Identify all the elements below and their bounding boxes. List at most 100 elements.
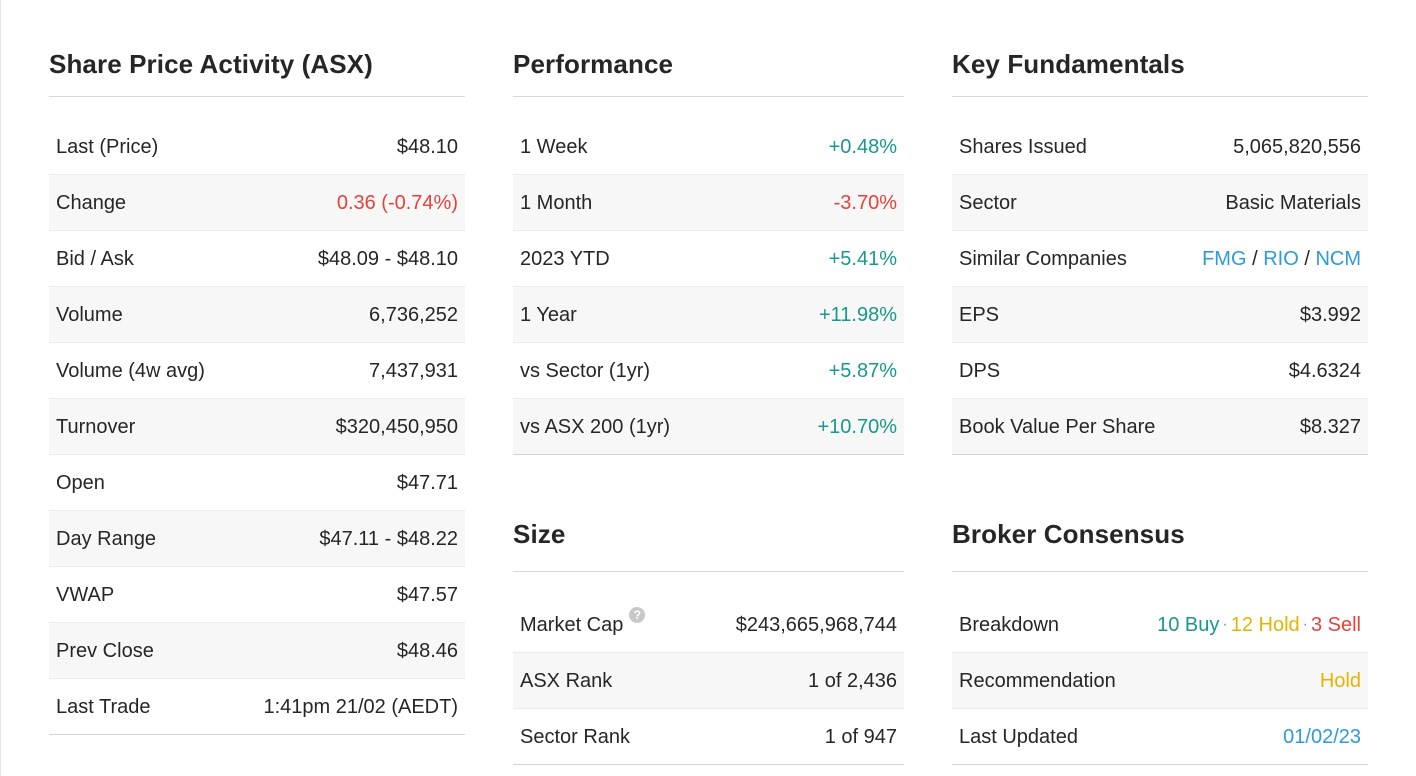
row-volume: Volume 6,736,252 — [49, 287, 465, 343]
row-label: VWAP — [56, 584, 115, 606]
link-separator: / — [1252, 248, 1258, 270]
row-label: 1 Year — [520, 304, 577, 326]
hold-count: 12 Hold — [1230, 614, 1300, 636]
breakdown-values: 10 Buy · 12 Hold · 3 Sell — [1157, 614, 1361, 637]
row-value: -3.70% — [833, 192, 897, 214]
link-rio[interactable]: RIO — [1263, 248, 1299, 270]
row-volume-4w-avg: Volume (4w avg) 7,437,931 — [49, 343, 465, 399]
row-value: $320,450,950 — [335, 416, 458, 438]
row-value: $3.992 — [1299, 304, 1361, 326]
link-fmg[interactable]: FMG — [1202, 248, 1247, 270]
row-1-week: 1 Week +0.48% — [513, 119, 904, 175]
key-fundamentals-heading: Key Fundamentals — [952, 0, 1368, 97]
row-value: +0.48% — [828, 136, 897, 158]
row-label: Last Trade — [56, 696, 151, 718]
row-value: 5,065,820,556 — [1233, 136, 1361, 158]
row-label: Similar Companies — [959, 248, 1127, 270]
fundamentals-table: Shares Issued 5,065,820,556 Sector Basic… — [952, 119, 1368, 455]
size-table: Market Cap? $243,665,968,744 ASX Rank 1 … — [513, 597, 904, 765]
row-vs-sector: vs Sector (1yr) +5.87% — [513, 343, 904, 399]
row-vwap: VWAP $47.57 — [49, 567, 465, 623]
row-day-range: Day Range $47.11 - $48.22 — [49, 511, 465, 567]
share-price-table: Last (Price) $48.10 Change 0.36 (-0.74%)… — [49, 119, 465, 735]
row-value: +5.41% — [828, 248, 897, 270]
row-value: $243,665,968,744 — [735, 614, 897, 636]
row-ytd: 2023 YTD +5.41% — [513, 231, 904, 287]
row-label: Bid / Ask — [56, 248, 134, 270]
row-label: DPS — [959, 360, 1001, 382]
help-icon[interactable]: ? — [629, 607, 646, 623]
row-value: $47.11 - $48.22 — [319, 528, 458, 550]
row-label: vs ASX 200 (1yr) — [520, 416, 671, 438]
row-label: 1 Week — [520, 136, 588, 158]
row-value: 1 of 947 — [824, 726, 897, 748]
dot-separator: · — [1302, 616, 1308, 633]
row-value: 6,736,252 — [369, 304, 458, 326]
row-eps: EPS $3.992 — [952, 287, 1368, 343]
row-value: $47.57 — [396, 584, 458, 606]
row-value: $8.327 — [1299, 416, 1361, 438]
row-similar-companies: Similar Companies FMG / RIO / NCM — [952, 231, 1368, 287]
buy-count: 10 Buy — [1157, 614, 1220, 636]
row-change: Change 0.36 (-0.74%) — [49, 175, 465, 231]
row-label: vs Sector (1yr) — [520, 360, 651, 382]
row-label: Shares Issued — [959, 136, 1087, 158]
row-label: Sector Rank — [520, 726, 631, 748]
row-vs-asx200: vs ASX 200 (1yr) +10.70% — [513, 399, 904, 455]
row-sector-rank: Sector Rank 1 of 947 — [513, 709, 904, 765]
row-sector: Sector Basic Materials — [952, 175, 1368, 231]
row-label: Prev Close — [56, 640, 154, 662]
row-prev-close: Prev Close $48.46 — [49, 623, 465, 679]
row-dps: DPS $4.6324 — [952, 343, 1368, 399]
row-asx-rank: ASX Rank 1 of 2,436 — [513, 653, 904, 709]
row-open: Open $47.71 — [49, 455, 465, 511]
fundamentals-broker-column: Key Fundamentals Shares Issued 5,065,820… — [952, 0, 1368, 765]
row-label: Volume — [56, 304, 123, 326]
page-left-border — [0, 0, 1, 776]
row-1-year: 1 Year +11.98% — [513, 287, 904, 343]
row-book-value: Book Value Per Share $8.327 — [952, 399, 1368, 455]
link-ncm[interactable]: NCM — [1315, 248, 1361, 270]
row-1-month: 1 Month -3.70% — [513, 175, 904, 231]
row-value: 1 of 2,436 — [808, 670, 897, 692]
row-last-updated: Last Updated 01/02/23 — [952, 709, 1368, 765]
row-label: Turnover — [56, 416, 136, 438]
row-breakdown: Breakdown 10 Buy · 12 Hold · 3 Sell — [952, 597, 1368, 653]
row-label: Book Value Per Share — [959, 416, 1156, 438]
row-value: $4.6324 — [1288, 360, 1361, 382]
dot-separator: · — [1222, 616, 1228, 633]
row-shares-issued: Shares Issued 5,065,820,556 — [952, 119, 1368, 175]
similar-companies-links: FMG / RIO / NCM — [1202, 248, 1361, 271]
row-label: ASX Rank — [520, 670, 613, 692]
share-price-activity-heading: Share Price Activity (ASX) — [49, 0, 465, 97]
market-cap-label: Market Cap — [520, 614, 624, 636]
row-turnover: Turnover $320,450,950 — [49, 399, 465, 455]
row-label: Volume (4w avg) — [56, 360, 205, 382]
row-bid-ask: Bid / Ask $48.09 - $48.10 — [49, 231, 465, 287]
link-separator: / — [1304, 248, 1310, 270]
row-market-cap: Market Cap? $243,665,968,744 — [513, 597, 904, 653]
row-label: Last Updated — [959, 726, 1078, 748]
row-label: 2023 YTD — [520, 248, 610, 270]
performance-table: 1 Week +0.48% 1 Month -3.70% 2023 YTD +5… — [513, 119, 904, 455]
row-value: 7,437,931 — [369, 360, 458, 382]
performance-size-column: Performance 1 Week +0.48% 1 Month -3.70%… — [513, 0, 904, 765]
row-label: Open — [56, 472, 105, 494]
row-value: 0.36 (-0.74%) — [336, 192, 458, 214]
row-value: $47.71 — [396, 472, 458, 494]
size-heading: Size — [513, 481, 904, 572]
row-value: $48.09 - $48.10 — [317, 248, 458, 270]
broker-consensus-heading: Broker Consensus — [952, 481, 1368, 572]
row-value: $48.46 — [396, 640, 458, 662]
row-value: 1:41pm 21/02 (AEDT) — [263, 696, 458, 718]
row-value: $48.10 — [396, 136, 458, 158]
last-updated-link[interactable]: 01/02/23 — [1283, 726, 1361, 748]
recommendation-value: Hold — [1319, 670, 1361, 692]
row-label: Sector — [959, 192, 1017, 214]
row-value: Basic Materials — [1225, 192, 1361, 214]
row-value: +5.87% — [828, 360, 897, 382]
sell-count: 3 Sell — [1310, 614, 1361, 636]
row-label: Breakdown — [959, 614, 1060, 636]
row-label: Recommendation — [959, 670, 1116, 692]
performance-heading: Performance — [513, 0, 904, 97]
